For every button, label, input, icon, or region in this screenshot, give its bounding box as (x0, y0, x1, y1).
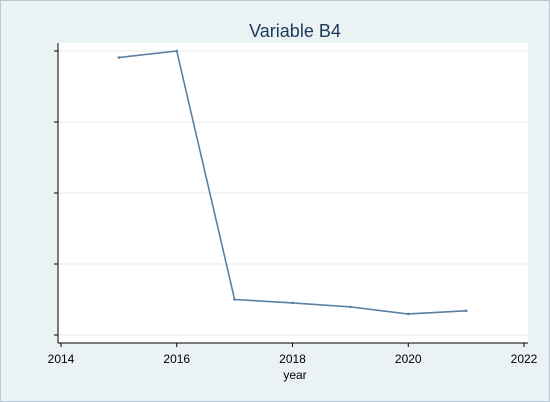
data-point (175, 49, 179, 53)
x-tick-label: 2016 (163, 352, 190, 366)
data-point (464, 309, 468, 313)
x-tick-label: 2014 (48, 352, 75, 366)
data-point (117, 56, 121, 59)
x-tick-label: 2022 (511, 352, 538, 366)
data-point (291, 301, 294, 305)
data-point (349, 305, 352, 309)
x-tick-label: 2020 (395, 352, 422, 366)
data-point (233, 298, 236, 301)
grid-layer (58, 50, 528, 336)
x-axis-label: year (283, 368, 306, 382)
series-layer (117, 49, 468, 316)
chart-title: Variable B4 (249, 21, 341, 41)
axis-layer: 2014 2016 2018 2020 2022 (48, 43, 538, 366)
data-point (406, 312, 410, 316)
x-tick-label: 2018 (279, 352, 306, 366)
